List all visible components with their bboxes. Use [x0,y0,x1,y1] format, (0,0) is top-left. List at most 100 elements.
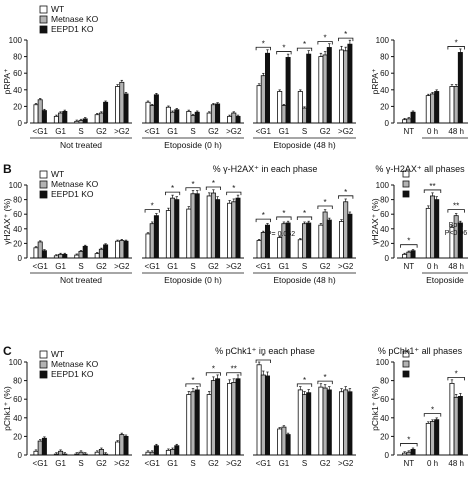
panel-2-phase-tick-label: 100 [9,181,23,190]
panel-2-phase-category-label: >G2 [114,262,130,271]
chart-panel-2-phase: 0 20 40 60 80 100 <G1 G1 S G2 >G2 <G1 G1 S G2 >G2 <G1 G1 S… [2,179,356,285]
panel-1-phase-tick-label: 0 [18,119,23,128]
legend-label: Metnase KO [51,359,99,369]
panel-2-phase-significance-bracket [255,218,271,223]
legend-all-2 [402,170,410,198]
panel-3-phase-category-label: >G2 [338,459,354,468]
panel-3-phase-bar [206,394,212,456]
panel-1-phase-significance-bracket [255,46,271,51]
panel-1-phase-bar [347,43,353,124]
panel-2-all-significance-bracket [423,189,442,193]
panel-2-phase-bar [145,233,151,259]
panel-2-phase-category-label: G2 [320,262,331,271]
panel-3-phase-category-label: >G2 [114,459,130,468]
panel-1-phase-tick-label: 100 [9,36,23,45]
panel-2-phase-significance-star: * [282,209,285,218]
panel-2-phase-bar [115,240,121,259]
panel-2-phase-bar [227,202,233,259]
panel-2-phase-category-label: G2 [208,262,219,271]
panel-3-phase-significance-bracket [255,359,271,363]
panel-3-phase-category-label: S [190,459,195,468]
panel-1-all-bar [457,52,463,124]
section-title-c-phase: % pChk1⁺ in each phase [215,346,315,356]
panel-2-phase-significance-bracket [296,216,313,220]
panel-1-phase-bar [194,111,200,124]
panel-3-phase-tick-label: 80 [13,377,22,386]
panel-1-phase-category-label: <G1 [33,127,49,136]
panel-2-phase-bar [215,199,221,259]
panel-3-phase-category-label: G2 [96,459,107,468]
panel-2-phase-bar [194,193,200,259]
panel-2-phase-category-label: <G1 [145,262,161,271]
legend-all-3 [402,350,410,378]
panel-3-phase-bar [260,374,266,456]
panel-3-phase-significance-bracket [185,383,201,387]
panel-1-all-bar [410,111,416,124]
legend-swatch [39,350,48,359]
panel-2-phase-bar [256,240,262,259]
panel-1-phase-bar [123,93,129,124]
panel-2-all-significance-star: ** [453,202,459,211]
panel-1-phase-bar [318,56,324,124]
panel-2-all-tick-label: 100 [376,181,390,190]
panel-3-all-significance-star: * [455,369,458,378]
legend-swatch [39,15,48,24]
panel-3-phase-significance-bracket [296,383,313,387]
panel-1-phase-bar [53,115,59,124]
panel-1-phase-bar [98,112,104,124]
panel-letter-c: C [3,344,12,358]
panel-3-phase-bar [343,389,349,456]
annotation-p-value: P= 0.052 [267,231,295,238]
legend-swatch [39,360,48,369]
panel-1-phase-significance-star: * [344,30,347,39]
panel-3-phase-bar [285,434,291,456]
panel-3-all-bar [410,449,416,456]
panel-2-phase-bar [260,232,266,259]
panel-1-phase-bar [301,107,307,124]
panel-1-phase-significance-star: * [262,39,265,48]
panel-1-phase-bar [41,110,47,124]
panel-2-phase-significance-star: * [151,202,154,211]
legend-swatch [39,25,48,34]
panel-3-phase-category-label: G1 [279,459,290,468]
panel-2-phase-bar [318,224,324,259]
panel-3-phase-significance-bracket [226,372,242,376]
panel-2-phase-significance-star: * [232,184,235,193]
panel-1-phase-category-label: <G1 [145,127,161,136]
chart-panel-1-phase: 0 20 40 60 80 100 <G1 G1 S G2 >G2 <G1 G1 S G2 >G2 <G1 G1 S… [2,30,356,150]
panel-1-phase-category-label: G1 [55,127,66,136]
panel-3-phase-bar [58,450,64,456]
panel-1-phase-significance-star: * [282,43,285,52]
panel-1-phase-bar [227,115,233,124]
panel-letter-b: B [3,162,12,176]
section-title-b-all: % γ-H2AX⁺ all phases [375,164,465,174]
panel-3-phase-category-label: G1 [55,459,66,468]
panel-1-phase-bar [103,101,109,124]
panel-3-phase-bar [115,441,121,456]
panel-1-all-bar [429,93,435,124]
panel-1-all-bar [449,86,455,124]
panel-2-phase-bar [277,237,283,259]
panel-2-phase-significance-star: * [171,184,174,193]
panel-1-phase-bar [322,54,328,124]
panel-3-all-category-label: 48 h [448,459,464,468]
panel-3-phase-bar [277,428,283,456]
panel-2-all-tick-label: 20 [380,239,389,248]
panel-3-phase-tick-label: 0 [18,451,23,460]
panel-1-phase-bar [153,94,159,124]
panel-1-all-y-label: pRPA⁺ [370,68,380,95]
panel-2-all-category-label: 48 h [448,262,464,271]
panel-1-phase-bar [260,75,266,124]
panel-3-all-bar [425,422,431,456]
panel-1-all-bar [425,95,431,124]
panel-3-phase-bar [165,449,171,456]
panel-2-phase-bar [206,195,212,259]
panel-1-phase-category-label: <G1 [256,127,272,136]
panel-3-phase-bar [186,394,192,456]
panel-3-phase-bar [227,382,233,456]
panel-2-phase-bar [281,223,287,259]
panel-1-phase-bar [343,50,349,124]
panel-3-all-tick-label: 0 [385,451,390,460]
